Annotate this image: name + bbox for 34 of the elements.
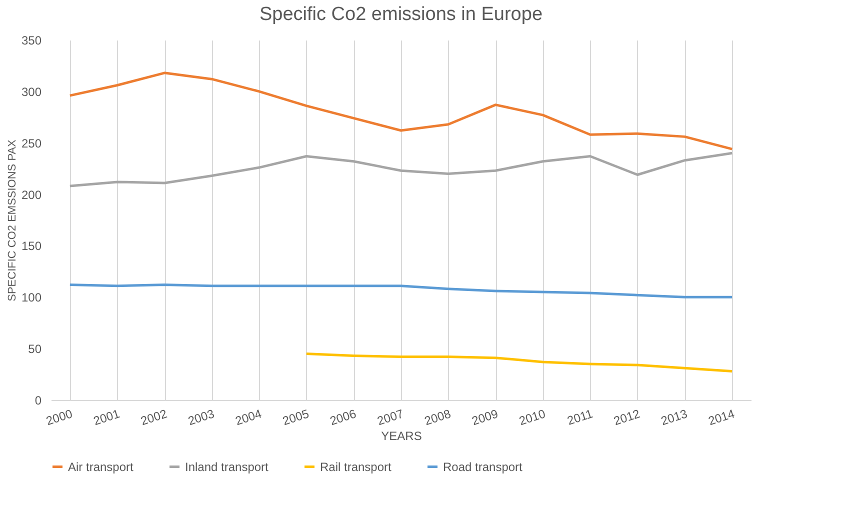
x-axis-title: YEARS [381,429,422,444]
y-tick-label: 200 [21,188,42,202]
y-tick-label: 100 [21,290,42,305]
legend-label: Rail transport [320,460,392,474]
x-tick-label: 2008 [422,406,453,428]
x-tick-label: 2004 [234,406,264,428]
y-tick-label: 0 [34,394,42,408]
x-tick-label: 2013 [659,406,690,428]
line-series [68,72,734,150]
x-tick-label: 2011 [566,406,595,428]
x-tick-label: 2012 [612,406,642,428]
x-tick-label: 2001 [92,406,122,428]
legend-label: Road transport [443,460,524,474]
x-tick-label: 2007 [375,406,406,428]
x-tick-label: 2010 [517,406,548,428]
line-series [68,152,734,188]
y-axis-title: SPECIFIC CO2 EMSSIONS PAX [6,138,18,302]
y-tick-label: 250 [21,136,42,150]
y-tick-label: 300 [21,84,42,99]
legend-label: Inland transport [185,460,270,474]
x-tick-label: 2003 [186,406,216,428]
x-tick-label: 2009 [470,406,500,428]
y-tick-label: 150 [21,239,42,254]
x-tick-label: 2014 [706,406,737,428]
x-tick-label: 2002 [139,406,170,428]
y-tick-label: 50 [28,342,42,356]
line-series [305,352,734,372]
line-series [68,284,734,298]
x-tick-label: 2006 [328,406,358,428]
chart-title: Specific Co2 emissions in Europe [259,4,543,25]
legend-label: Air transport [68,460,134,474]
x-tick-label: 2005 [280,406,311,428]
y-tick-label: 350 [21,34,42,48]
x-tick-label: 2000 [44,406,74,428]
